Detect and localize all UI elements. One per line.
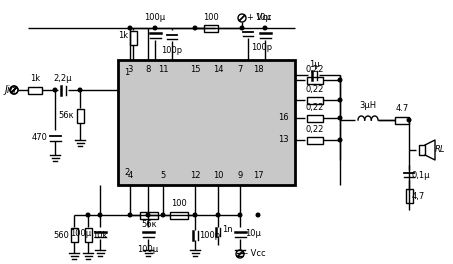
Circle shape (407, 118, 411, 122)
Text: 2,2µ: 2,2µ (54, 74, 72, 83)
Text: 100p: 100p (199, 230, 220, 239)
Bar (204, 25, 218, 31)
Text: 1n: 1n (222, 225, 233, 234)
Text: RL: RL (435, 145, 445, 154)
Text: 1: 1 (124, 68, 129, 77)
Circle shape (338, 138, 342, 142)
Circle shape (153, 26, 157, 30)
Text: 2: 2 (124, 168, 129, 177)
Circle shape (216, 213, 220, 217)
Circle shape (98, 213, 102, 217)
Text: 56κ: 56κ (58, 111, 74, 120)
Text: 11: 11 (158, 65, 168, 74)
Text: 12: 12 (190, 171, 200, 180)
Text: 100p: 100p (161, 46, 183, 55)
Text: 0,22: 0,22 (306, 65, 324, 74)
Bar (28, 87, 42, 93)
Text: 10k: 10k (92, 230, 107, 239)
Text: 4: 4 (127, 171, 133, 180)
Bar (77, 109, 83, 123)
Bar (118, 60, 295, 185)
Circle shape (193, 213, 197, 217)
Text: 18: 18 (253, 65, 263, 74)
Text: 16: 16 (279, 114, 289, 122)
Text: 1k: 1k (30, 74, 40, 83)
Text: 100µ: 100µ (70, 229, 91, 238)
Text: 100µ: 100µ (137, 245, 159, 254)
Bar (307, 97, 323, 103)
Bar (170, 211, 188, 219)
Text: 100p: 100p (251, 43, 272, 52)
Text: 4,7: 4,7 (412, 191, 425, 200)
Text: 100: 100 (171, 199, 187, 208)
Text: 1k: 1k (118, 31, 128, 40)
Text: 10: 10 (213, 171, 223, 180)
Circle shape (240, 26, 244, 30)
Circle shape (238, 213, 242, 217)
Bar (307, 77, 323, 83)
Circle shape (161, 213, 165, 217)
Circle shape (193, 26, 197, 30)
Circle shape (53, 88, 57, 92)
Text: 0,1µ: 0,1µ (412, 171, 430, 180)
Circle shape (78, 88, 82, 92)
Circle shape (86, 213, 90, 217)
Text: 3: 3 (127, 65, 133, 74)
Bar (405, 189, 413, 203)
Bar (307, 136, 323, 144)
Text: 14: 14 (213, 65, 223, 74)
Text: 0,22: 0,22 (306, 103, 324, 112)
Text: 8: 8 (145, 65, 151, 74)
Text: 4.7: 4.7 (395, 104, 409, 113)
Text: Jin: Jin (5, 85, 17, 95)
Bar (130, 31, 136, 45)
Text: 100µ: 100µ (145, 13, 165, 22)
Text: 56κ: 56κ (141, 220, 157, 229)
Bar (395, 116, 409, 124)
Text: 7: 7 (237, 65, 243, 74)
Circle shape (338, 98, 342, 102)
Text: 17: 17 (253, 171, 263, 180)
Text: 560: 560 (53, 230, 69, 239)
Bar (85, 228, 92, 242)
Circle shape (128, 213, 132, 217)
Text: 0,22: 0,22 (306, 85, 324, 94)
Text: 9: 9 (237, 171, 243, 180)
Text: 13: 13 (279, 135, 289, 144)
Circle shape (338, 78, 342, 82)
Text: 470: 470 (32, 134, 48, 143)
Circle shape (128, 26, 132, 30)
Text: 10µ: 10µ (245, 229, 261, 238)
Bar (71, 228, 77, 242)
Circle shape (256, 213, 260, 217)
Bar (140, 211, 158, 219)
Text: 100: 100 (203, 13, 219, 22)
Bar (307, 115, 323, 121)
Text: 0,22: 0,22 (306, 125, 324, 134)
Text: 3µH: 3µH (359, 101, 376, 110)
Text: 1µ: 1µ (308, 60, 319, 69)
Text: 15: 15 (190, 65, 200, 74)
Text: - Vcc: - Vcc (245, 249, 265, 258)
Text: + Vcc: + Vcc (247, 13, 271, 22)
Text: 10µ: 10µ (255, 13, 271, 22)
Circle shape (263, 26, 267, 30)
Text: 5: 5 (160, 171, 166, 180)
Bar (419, 145, 425, 155)
Circle shape (338, 116, 342, 120)
Circle shape (146, 213, 150, 217)
